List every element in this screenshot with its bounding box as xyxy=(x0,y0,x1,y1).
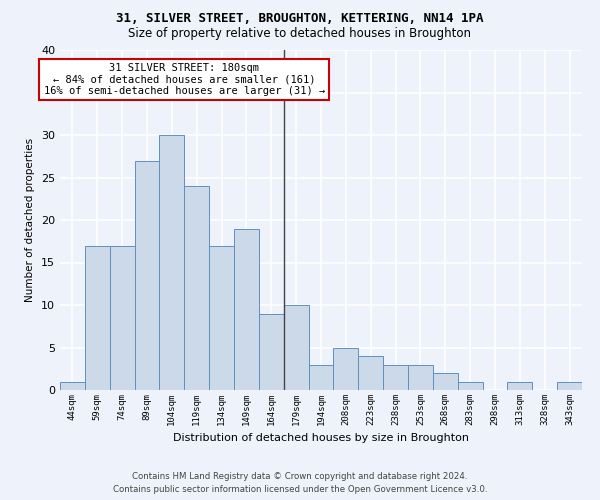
Bar xyxy=(334,348,358,390)
Bar xyxy=(458,382,482,390)
Bar xyxy=(160,135,184,390)
Text: 31, SILVER STREET, BROUGHTON, KETTERING, NN14 1PA: 31, SILVER STREET, BROUGHTON, KETTERING,… xyxy=(116,12,484,26)
Bar xyxy=(134,160,160,390)
X-axis label: Distribution of detached houses by size in Broughton: Distribution of detached houses by size … xyxy=(173,434,469,444)
Bar xyxy=(284,305,308,390)
Bar xyxy=(85,246,110,390)
Bar xyxy=(508,382,532,390)
Y-axis label: Number of detached properties: Number of detached properties xyxy=(25,138,35,302)
Text: Contains HM Land Registry data © Crown copyright and database right 2024.
Contai: Contains HM Land Registry data © Crown c… xyxy=(113,472,487,494)
Bar xyxy=(308,364,334,390)
Bar xyxy=(383,364,408,390)
Text: Size of property relative to detached houses in Broughton: Size of property relative to detached ho… xyxy=(128,28,472,40)
Text: 31 SILVER STREET: 180sqm
← 84% of detached houses are smaller (161)
16% of semi-: 31 SILVER STREET: 180sqm ← 84% of detach… xyxy=(44,62,325,96)
Bar xyxy=(110,246,134,390)
Bar xyxy=(358,356,383,390)
Bar xyxy=(234,228,259,390)
Bar xyxy=(557,382,582,390)
Bar xyxy=(209,246,234,390)
Bar xyxy=(184,186,209,390)
Bar xyxy=(60,382,85,390)
Bar xyxy=(433,373,458,390)
Bar xyxy=(259,314,284,390)
Bar xyxy=(408,364,433,390)
